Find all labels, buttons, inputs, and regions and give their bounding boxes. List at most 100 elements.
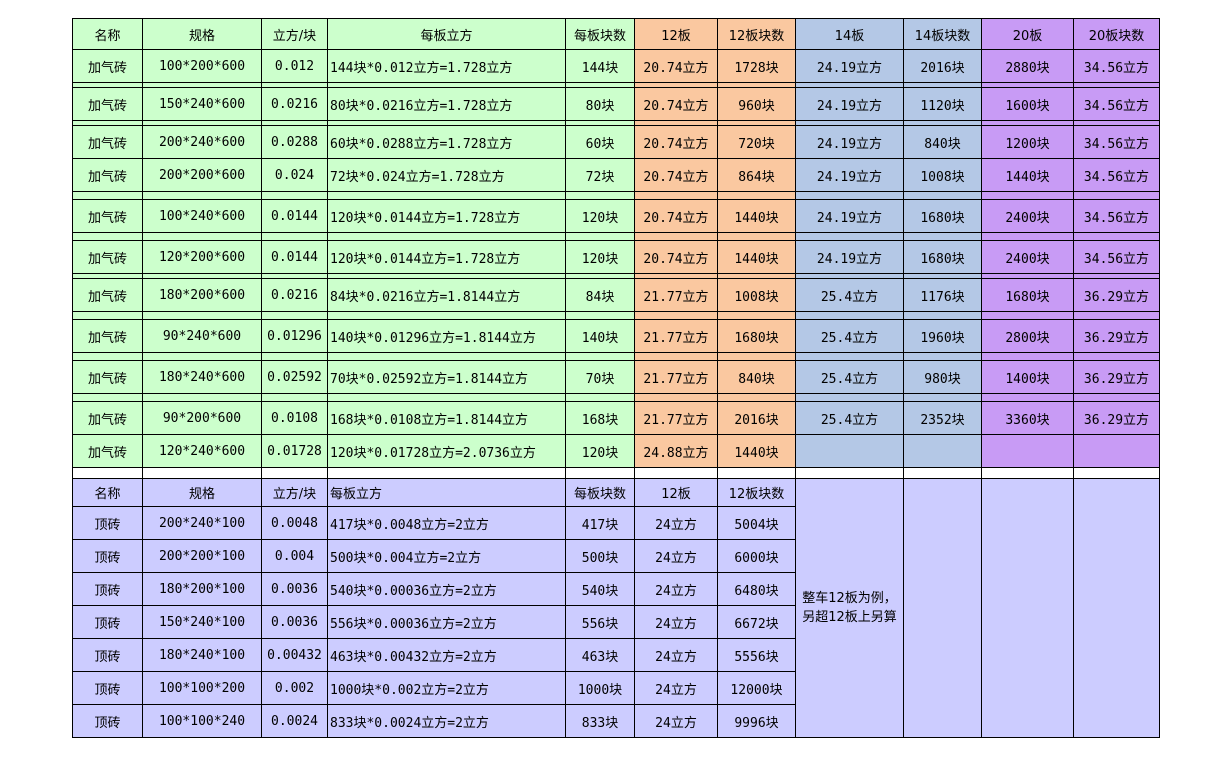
cell-blocks-per-pallet[interactable]: 168块 [565, 401, 635, 435]
cell-volume-14-pallets[interactable]: 25.4立方 [795, 360, 904, 394]
header-volume-per-block[interactable]: 立方/块 [261, 18, 328, 50]
cell-name[interactable]: 加气砖 [72, 278, 143, 312]
cell-volume-12-pallets[interactable]: 20.74立方 [634, 240, 718, 274]
cell-name[interactable]: 顶砖 [72, 605, 143, 639]
cell-blocks-14-pallets[interactable]: 1120块 [903, 87, 982, 121]
cell-volume-14-pallets[interactable]: 25.4立方 [795, 319, 904, 353]
cell-volume-14-pallets[interactable]: 24.19立方 [795, 158, 904, 192]
cell-volume-12-pallets[interactable]: 24.88立方 [634, 434, 718, 468]
empty-cell[interactable] [903, 478, 982, 738]
cell-blocks-12-pallets[interactable]: 864块 [717, 158, 796, 192]
header-volume-14-pallets[interactable]: 14板 [795, 18, 904, 50]
cell-blocks-per-pallet[interactable]: 80块 [565, 87, 635, 121]
cell-blocks-14-pallets[interactable]: 840块 [903, 125, 982, 159]
cell-spec[interactable]: 90*200*600 [142, 401, 262, 435]
cell-spec[interactable]: 100*200*600 [142, 49, 262, 83]
cell-volume-20-pallets[interactable]: 36.29立方 [1073, 278, 1160, 312]
cell-blocks-per-pallet[interactable]: 120块 [565, 240, 635, 274]
cell-spec[interactable]: 120*240*600 [142, 434, 262, 468]
cell-volume-per-pallet[interactable]: 120块*0.01728立方=2.0736立方 [327, 434, 566, 468]
cell-volume-per-block[interactable]: 0.02592 [261, 360, 328, 394]
cell-volume-14-pallets[interactable]: 25.4立方 [795, 278, 904, 312]
cell-volume-per-pallet[interactable]: 144块*0.012立方=1.728立方 [327, 49, 566, 83]
cell-volume-per-block[interactable]: 0.012 [261, 49, 328, 83]
cell-blocks-12-pallets[interactable]: 6672块 [717, 605, 796, 639]
cell-volume-12-pallets[interactable]: 24立方 [634, 671, 718, 705]
header-spec[interactable]: 规格 [142, 18, 262, 50]
cell-blocks-12-pallets[interactable]: 9996块 [717, 704, 796, 738]
cell-blocks-12-pallets[interactable]: 720块 [717, 125, 796, 159]
cell-blocks-20-pallets[interactable]: 2400块 [981, 199, 1074, 233]
cell-blocks-14-pallets[interactable]: 1680块 [903, 240, 982, 274]
cell-blocks-12-pallets[interactable]: 5004块 [717, 506, 796, 540]
cell-blocks-per-pallet[interactable]: 140块 [565, 319, 635, 353]
cell-volume-per-block[interactable]: 0.0036 [261, 572, 328, 606]
cell-blocks-12-pallets[interactable]: 5556块 [717, 638, 796, 672]
cell-volume-per-block[interactable]: 0.00432 [261, 638, 328, 672]
header-name[interactable]: 名称 [72, 478, 143, 507]
empty-cell[interactable] [1073, 478, 1160, 738]
cell-volume-per-block[interactable]: 0.0216 [261, 87, 328, 121]
cell-spec[interactable]: 180*200*600 [142, 278, 262, 312]
cell-volume-12-pallets[interactable]: 21.77立方 [634, 319, 718, 353]
cell-volume-12-pallets[interactable]: 21.77立方 [634, 401, 718, 435]
cell-blocks-20-pallets[interactable]: 1400块 [981, 360, 1074, 394]
header-volume-20-pallets[interactable]: 20板块数 [1073, 18, 1160, 50]
cell-volume-per-block[interactable]: 0.0144 [261, 199, 328, 233]
cell-blocks-per-pallet[interactable]: 84块 [565, 278, 635, 312]
cell-volume-per-pallet[interactable]: 72块*0.024立方=1.728立方 [327, 158, 566, 192]
cell-volume-20-pallets[interactable]: 34.56立方 [1073, 158, 1160, 192]
cell-name[interactable]: 加气砖 [72, 319, 143, 353]
cell-blocks-14-pallets[interactable]: 2352块 [903, 401, 982, 435]
cell-volume-14-pallets[interactable] [795, 434, 904, 468]
cell-blocks-14-pallets[interactable]: 1008块 [903, 158, 982, 192]
header-volume-per-block[interactable]: 立方/块 [261, 478, 328, 507]
cell-volume-per-pallet[interactable]: 463块*0.00432立方=2立方 [327, 638, 566, 672]
cell-volume-14-pallets[interactable]: 24.19立方 [795, 199, 904, 233]
cell-blocks-14-pallets[interactable]: 980块 [903, 360, 982, 394]
cell-volume-12-pallets[interactable]: 21.77立方 [634, 278, 718, 312]
cell-blocks-20-pallets[interactable]: 2400块 [981, 240, 1074, 274]
header-spec[interactable]: 规格 [142, 478, 262, 507]
cell-blocks-12-pallets[interactable]: 1440块 [717, 199, 796, 233]
cell-spec[interactable]: 100*100*200 [142, 671, 262, 705]
cell-name[interactable]: 加气砖 [72, 240, 143, 274]
cell-volume-per-block[interactable]: 0.004 [261, 539, 328, 573]
header-volume-12-pallets[interactable]: 12板 [634, 478, 718, 507]
cell-name[interactable]: 顶砖 [72, 704, 143, 738]
cell-blocks-20-pallets[interactable]: 1200块 [981, 125, 1074, 159]
header-blocks-per-pallet[interactable]: 每板块数 [565, 18, 635, 50]
cell-volume-per-pallet[interactable]: 84块*0.0216立方=1.8144立方 [327, 278, 566, 312]
cell-blocks-20-pallets[interactable]: 2800块 [981, 319, 1074, 353]
cell-blocks-per-pallet[interactable]: 1000块 [565, 671, 635, 705]
header-blocks-14-pallets[interactable]: 14板块数 [903, 18, 982, 50]
cell-blocks-20-pallets[interactable] [981, 434, 1074, 468]
header-volume-per-pallet[interactable]: 每板立方 [327, 478, 566, 507]
cell-volume-20-pallets[interactable]: 36.29立方 [1073, 360, 1160, 394]
cell-volume-per-pallet[interactable]: 120块*0.0144立方=1.728立方 [327, 240, 566, 274]
cell-blocks-20-pallets[interactable]: 1600块 [981, 87, 1074, 121]
cell-spec[interactable]: 150*240*600 [142, 87, 262, 121]
cell-volume-14-pallets[interactable]: 24.19立方 [795, 87, 904, 121]
header-volume-per-pallet[interactable]: 每板立方 [327, 18, 566, 50]
cell-volume-20-pallets[interactable]: 36.29立方 [1073, 401, 1160, 435]
cell-volume-per-pallet[interactable]: 168块*0.0108立方=1.8144立方 [327, 401, 566, 435]
cell-spec[interactable]: 100*100*240 [142, 704, 262, 738]
cell-volume-14-pallets[interactable]: 25.4立方 [795, 401, 904, 435]
cell-blocks-per-pallet[interactable]: 500块 [565, 539, 635, 573]
cell-blocks-14-pallets[interactable]: 2016块 [903, 49, 982, 83]
cell-blocks-12-pallets[interactable]: 12000块 [717, 671, 796, 705]
header-blocks-per-pallet[interactable]: 每板块数 [565, 478, 635, 507]
cell-volume-12-pallets[interactable]: 20.74立方 [634, 49, 718, 83]
cell-spec[interactable]: 100*240*600 [142, 199, 262, 233]
cell-blocks-12-pallets[interactable]: 960块 [717, 87, 796, 121]
cell-volume-12-pallets[interactable]: 24立方 [634, 506, 718, 540]
cell-volume-per-block[interactable]: 0.01728 [261, 434, 328, 468]
cell-spec[interactable]: 200*200*600 [142, 158, 262, 192]
cell-spec[interactable]: 180*240*600 [142, 360, 262, 394]
cell-volume-per-pallet[interactable]: 60块*0.0288立方=1.728立方 [327, 125, 566, 159]
cell-volume-per-pallet[interactable]: 500块*0.004立方=2立方 [327, 539, 566, 573]
cell-volume-12-pallets[interactable]: 24立方 [634, 539, 718, 573]
cell-volume-20-pallets[interactable]: 36.29立方 [1073, 319, 1160, 353]
cell-volume-per-pallet[interactable]: 70块*0.02592立方=1.8144立方 [327, 360, 566, 394]
